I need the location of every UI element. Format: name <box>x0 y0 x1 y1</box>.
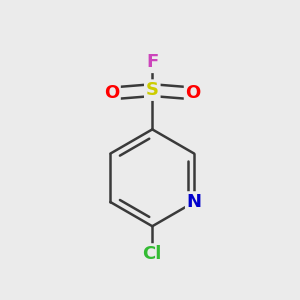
Text: F: F <box>146 53 158 71</box>
Text: S: S <box>146 81 159 99</box>
Text: N: N <box>187 193 202 211</box>
Text: O: O <box>186 84 201 102</box>
Text: Cl: Cl <box>142 245 162 263</box>
Text: O: O <box>104 84 119 102</box>
